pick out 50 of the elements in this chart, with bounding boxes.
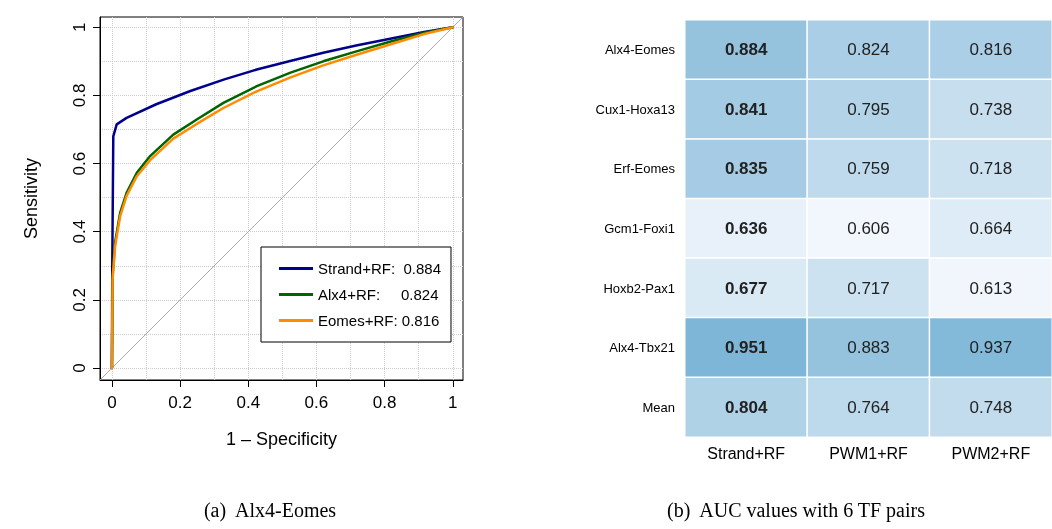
y-tick-label: 0.8	[70, 83, 89, 108]
data-label: 0.717	[847, 278, 890, 298]
data-label: 0.804	[724, 397, 768, 417]
data-label: 0.636	[724, 219, 768, 238]
y-axis-title: Sensitivity	[21, 157, 41, 240]
data-label: 0.606	[847, 219, 890, 238]
data-label: 0.748	[969, 397, 1013, 417]
text: (b) AUC values with 6 TF pairs	[667, 499, 926, 522]
data-label: 0.677	[724, 278, 768, 298]
x-tick-label: PWM2+RF	[951, 444, 1031, 462]
data-label: 0.884	[724, 40, 768, 60]
y-tick-label: 0.2	[70, 288, 89, 312]
y-tick-label: Erf-Eomes	[613, 161, 676, 177]
data-label: 0.951	[724, 338, 768, 358]
data-label: 0.824	[847, 40, 890, 60]
y-tick-label: Mean	[642, 399, 675, 415]
x-tick-label: Strand+RF	[707, 444, 786, 462]
data-label: 0.613	[969, 278, 1013, 298]
y-tick-label: Hoxb2-Pax1	[603, 280, 675, 296]
y-tick-label: 0.6	[70, 151, 89, 176]
data-label: 0.738	[969, 99, 1013, 119]
x-tick-label: 0.4	[236, 393, 261, 412]
x-tick-label: 0.2	[168, 393, 192, 412]
data-label: 0.937	[969, 338, 1013, 358]
y-tick-label: Alx4-Tbx21	[609, 340, 675, 356]
legend-label: Eomes+RF: 0.816	[318, 312, 440, 329]
data-label: 0.664	[969, 219, 1013, 238]
x-tick-label: 0	[107, 393, 117, 412]
data-label: 0.816	[969, 40, 1013, 60]
y-tick-label: Cux1-Hoxa13	[595, 101, 675, 117]
data-label: 0.883	[847, 338, 890, 358]
x-tick-label: 0.6	[304, 393, 329, 412]
x-tick-label: 0.8	[372, 393, 397, 412]
y-tick-label: 0.4	[70, 219, 89, 244]
data-label: 0.759	[847, 159, 890, 179]
x-tick-label: PWM1+RF	[829, 444, 909, 462]
y-tick-label: Gcm1-Foxi1	[604, 221, 675, 236]
y-tick-label: 0	[70, 363, 89, 373]
data-label: 0.795	[847, 99, 890, 119]
text: (a) Alx4-Eomes	[203, 499, 337, 522]
y-tick-label: 1	[70, 22, 89, 32]
data-label: 0.718	[969, 159, 1013, 179]
data-label: 0.764	[847, 397, 890, 417]
data-label: 0.841	[724, 99, 768, 119]
legend-label: Strand+RF: 0.884	[318, 260, 442, 277]
data-label: 0.835	[724, 159, 768, 179]
x-tick-label: 1	[448, 393, 458, 412]
legend-label: Alx4+RF: 0.824	[318, 286, 439, 303]
y-tick-label: Alx4-Eomes	[604, 42, 676, 58]
x-axis-title: 1 – Specificity	[225, 429, 338, 449]
